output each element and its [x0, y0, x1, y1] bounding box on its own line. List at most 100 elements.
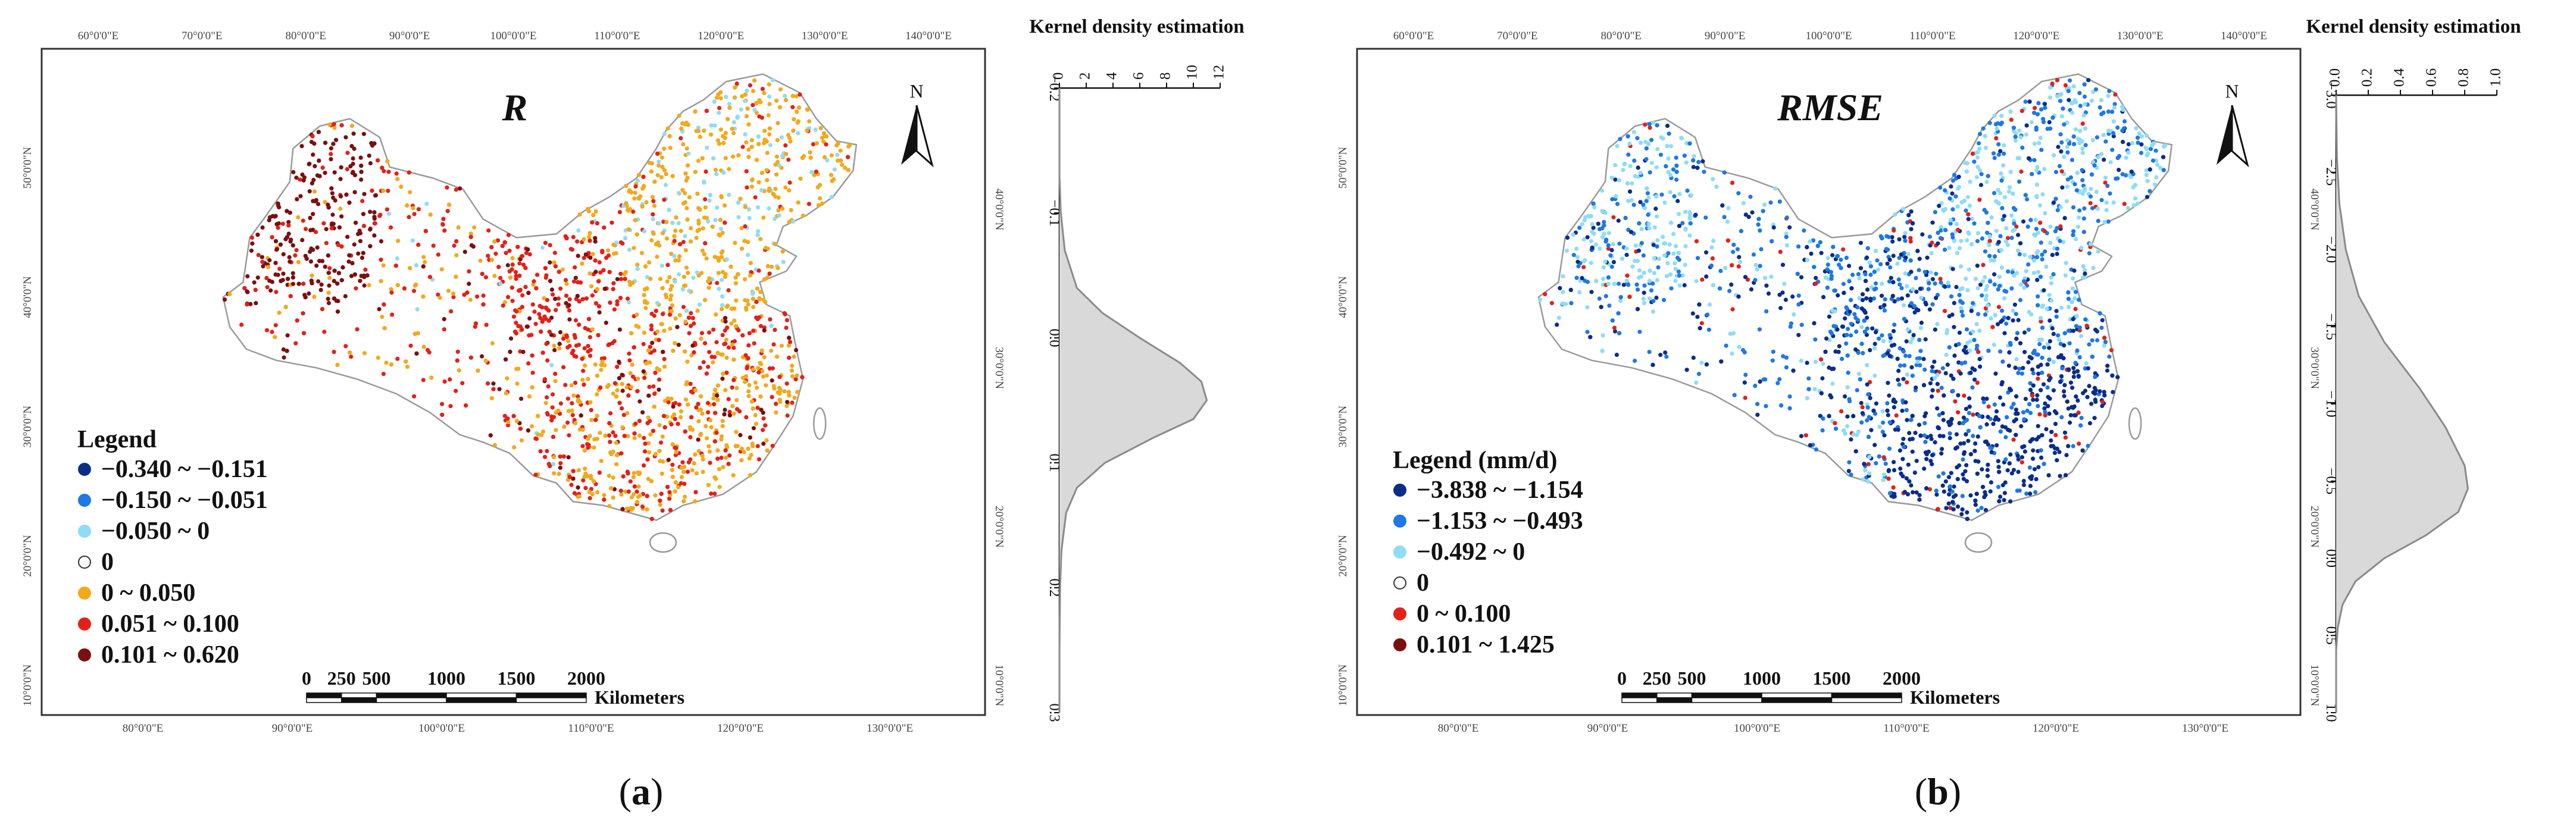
station-dot — [1650, 120, 1655, 125]
station-dot — [704, 108, 709, 113]
kde-density-tick-label: 0 — [1051, 73, 1067, 80]
scale-bar-segment — [306, 692, 342, 698]
station-dot — [1940, 208, 1946, 212]
station-dot — [1847, 309, 1852, 314]
station-dot — [1606, 243, 1611, 248]
station-dot — [731, 473, 736, 478]
station-dot — [1659, 135, 1664, 140]
station-dot — [2005, 243, 2011, 247]
station-dot — [533, 436, 538, 441]
station-dot — [708, 418, 712, 423]
station-dot — [659, 322, 664, 327]
station-dot — [726, 288, 731, 293]
station-dot — [2047, 120, 2052, 125]
station-dot — [2153, 148, 2158, 153]
station-dot — [1677, 283, 1682, 288]
station-dot — [389, 362, 394, 367]
station-dot — [2062, 216, 2067, 221]
station-dot — [711, 156, 716, 161]
station-dot — [2102, 343, 2106, 348]
station-dot — [516, 324, 521, 328]
station-dot — [1703, 215, 1708, 220]
station-dot — [414, 351, 419, 356]
station-dot — [1803, 433, 1808, 438]
station-dot — [651, 199, 656, 203]
station-dot — [724, 355, 729, 360]
station-dot — [352, 173, 358, 177]
station-dot — [380, 165, 384, 170]
station-dot — [2103, 139, 2108, 144]
station-dot — [577, 299, 582, 304]
station-dot — [723, 274, 728, 279]
station-dot — [1996, 121, 2000, 126]
station-dot — [1941, 418, 1946, 422]
station-dot — [643, 306, 648, 311]
station-dot — [684, 146, 689, 151]
station-dot — [2040, 433, 2044, 438]
station-dot — [1914, 307, 1919, 312]
station-dot — [749, 138, 754, 143]
station-dot — [694, 236, 699, 240]
station-dot — [1966, 212, 1971, 217]
station-dot — [1653, 206, 1658, 211]
station-dot — [719, 437, 724, 442]
station-dot — [754, 299, 759, 305]
station-dot — [1964, 277, 1968, 281]
station-dot — [705, 400, 710, 406]
station-dot — [724, 257, 729, 262]
station-dot — [765, 448, 770, 453]
station-dot — [253, 287, 258, 292]
station-dot — [316, 130, 321, 134]
station-dot — [709, 491, 714, 496]
station-dot — [415, 307, 420, 312]
station-dot — [1561, 274, 1565, 279]
station-dot — [1950, 207, 1955, 212]
station-dot — [286, 231, 291, 236]
station-dot — [1658, 353, 1663, 358]
station-dot — [2016, 469, 2021, 474]
station-dot — [1901, 377, 1906, 381]
station-dot — [2086, 366, 2090, 371]
station-dot — [1682, 153, 1687, 158]
station-dot — [268, 288, 273, 293]
station-dot — [1930, 365, 1935, 369]
station-dot — [703, 205, 708, 210]
station-dot — [618, 271, 623, 276]
station-dot — [2121, 107, 2125, 112]
station-dot — [564, 278, 568, 283]
station-dot — [2136, 135, 2140, 140]
station-dot — [790, 363, 795, 368]
station-dot — [2026, 360, 2031, 365]
station-dot — [673, 489, 677, 494]
station-dot — [379, 279, 383, 284]
station-dot — [2006, 316, 2011, 321]
station-dot — [756, 180, 761, 184]
station-dot — [580, 444, 585, 449]
station-dot — [2012, 221, 2017, 226]
station-dot — [2090, 138, 2095, 143]
station-dot — [602, 225, 607, 230]
station-dot — [717, 233, 723, 238]
station-dot — [2115, 125, 2120, 130]
left-latitude-label: 50°0'0"N — [1337, 146, 1349, 189]
station-dot — [743, 205, 748, 209]
station-dot — [1994, 409, 1999, 414]
station-dot — [736, 200, 741, 205]
station-dot — [1882, 472, 1887, 477]
station-dot — [281, 252, 286, 256]
station-dot — [1936, 388, 1940, 393]
left-latitude-label: 10°0'0"N — [21, 664, 34, 706]
station-dot — [1608, 253, 1613, 258]
station-dot — [576, 468, 582, 473]
station-dot — [1870, 326, 1875, 331]
station-dot — [1956, 174, 1961, 179]
station-dot — [2002, 151, 2006, 156]
station-dot — [1998, 191, 2003, 196]
station-dot — [2036, 465, 2041, 469]
station-dot — [576, 280, 580, 284]
station-dot — [693, 499, 698, 504]
station-dot — [273, 323, 278, 328]
station-dot — [326, 296, 330, 301]
station-dot — [597, 260, 602, 265]
station-dot — [2009, 236, 2014, 240]
